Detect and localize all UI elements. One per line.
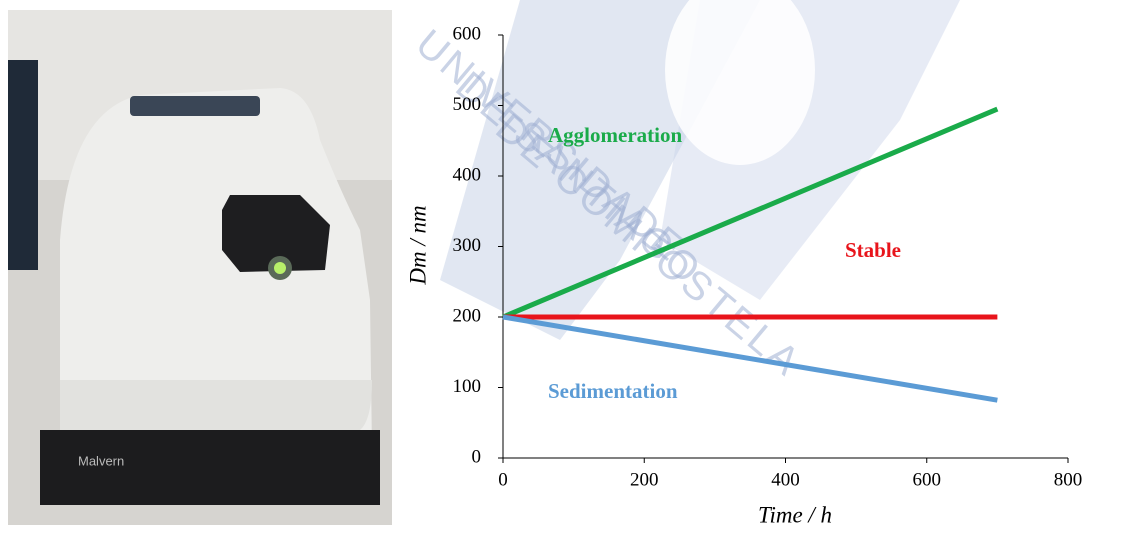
y-tick-label: 0 [472, 446, 482, 467]
y-tick-label: 300 [453, 235, 482, 256]
y-tick-label: 400 [453, 164, 482, 185]
y-axis-title: Dm / nm [405, 205, 430, 285]
brand-label: Malvern [78, 453, 124, 468]
x-axis-title: Time / h [758, 502, 832, 527]
y-tick-label: 200 [453, 305, 482, 326]
series-label: Agglomeration [548, 123, 682, 147]
x-tick-label: 400 [771, 469, 800, 490]
y-tick-label: 100 [453, 376, 482, 397]
x-tick-label: 600 [913, 469, 942, 490]
x-tick-label: 200 [630, 469, 659, 490]
photo: Malvern [8, 10, 392, 525]
series-label: Stable [845, 238, 901, 262]
y-tick-label: 600 [453, 23, 482, 44]
x-tick-label: 0 [498, 469, 508, 490]
figure: Malvern UNIVERSIDADEDE SANTIAGODE COMPOS… [0, 0, 1127, 534]
series-label: Sedimentation [548, 379, 678, 403]
x-tick-label: 800 [1054, 469, 1083, 490]
y-tick-label: 500 [453, 94, 482, 115]
